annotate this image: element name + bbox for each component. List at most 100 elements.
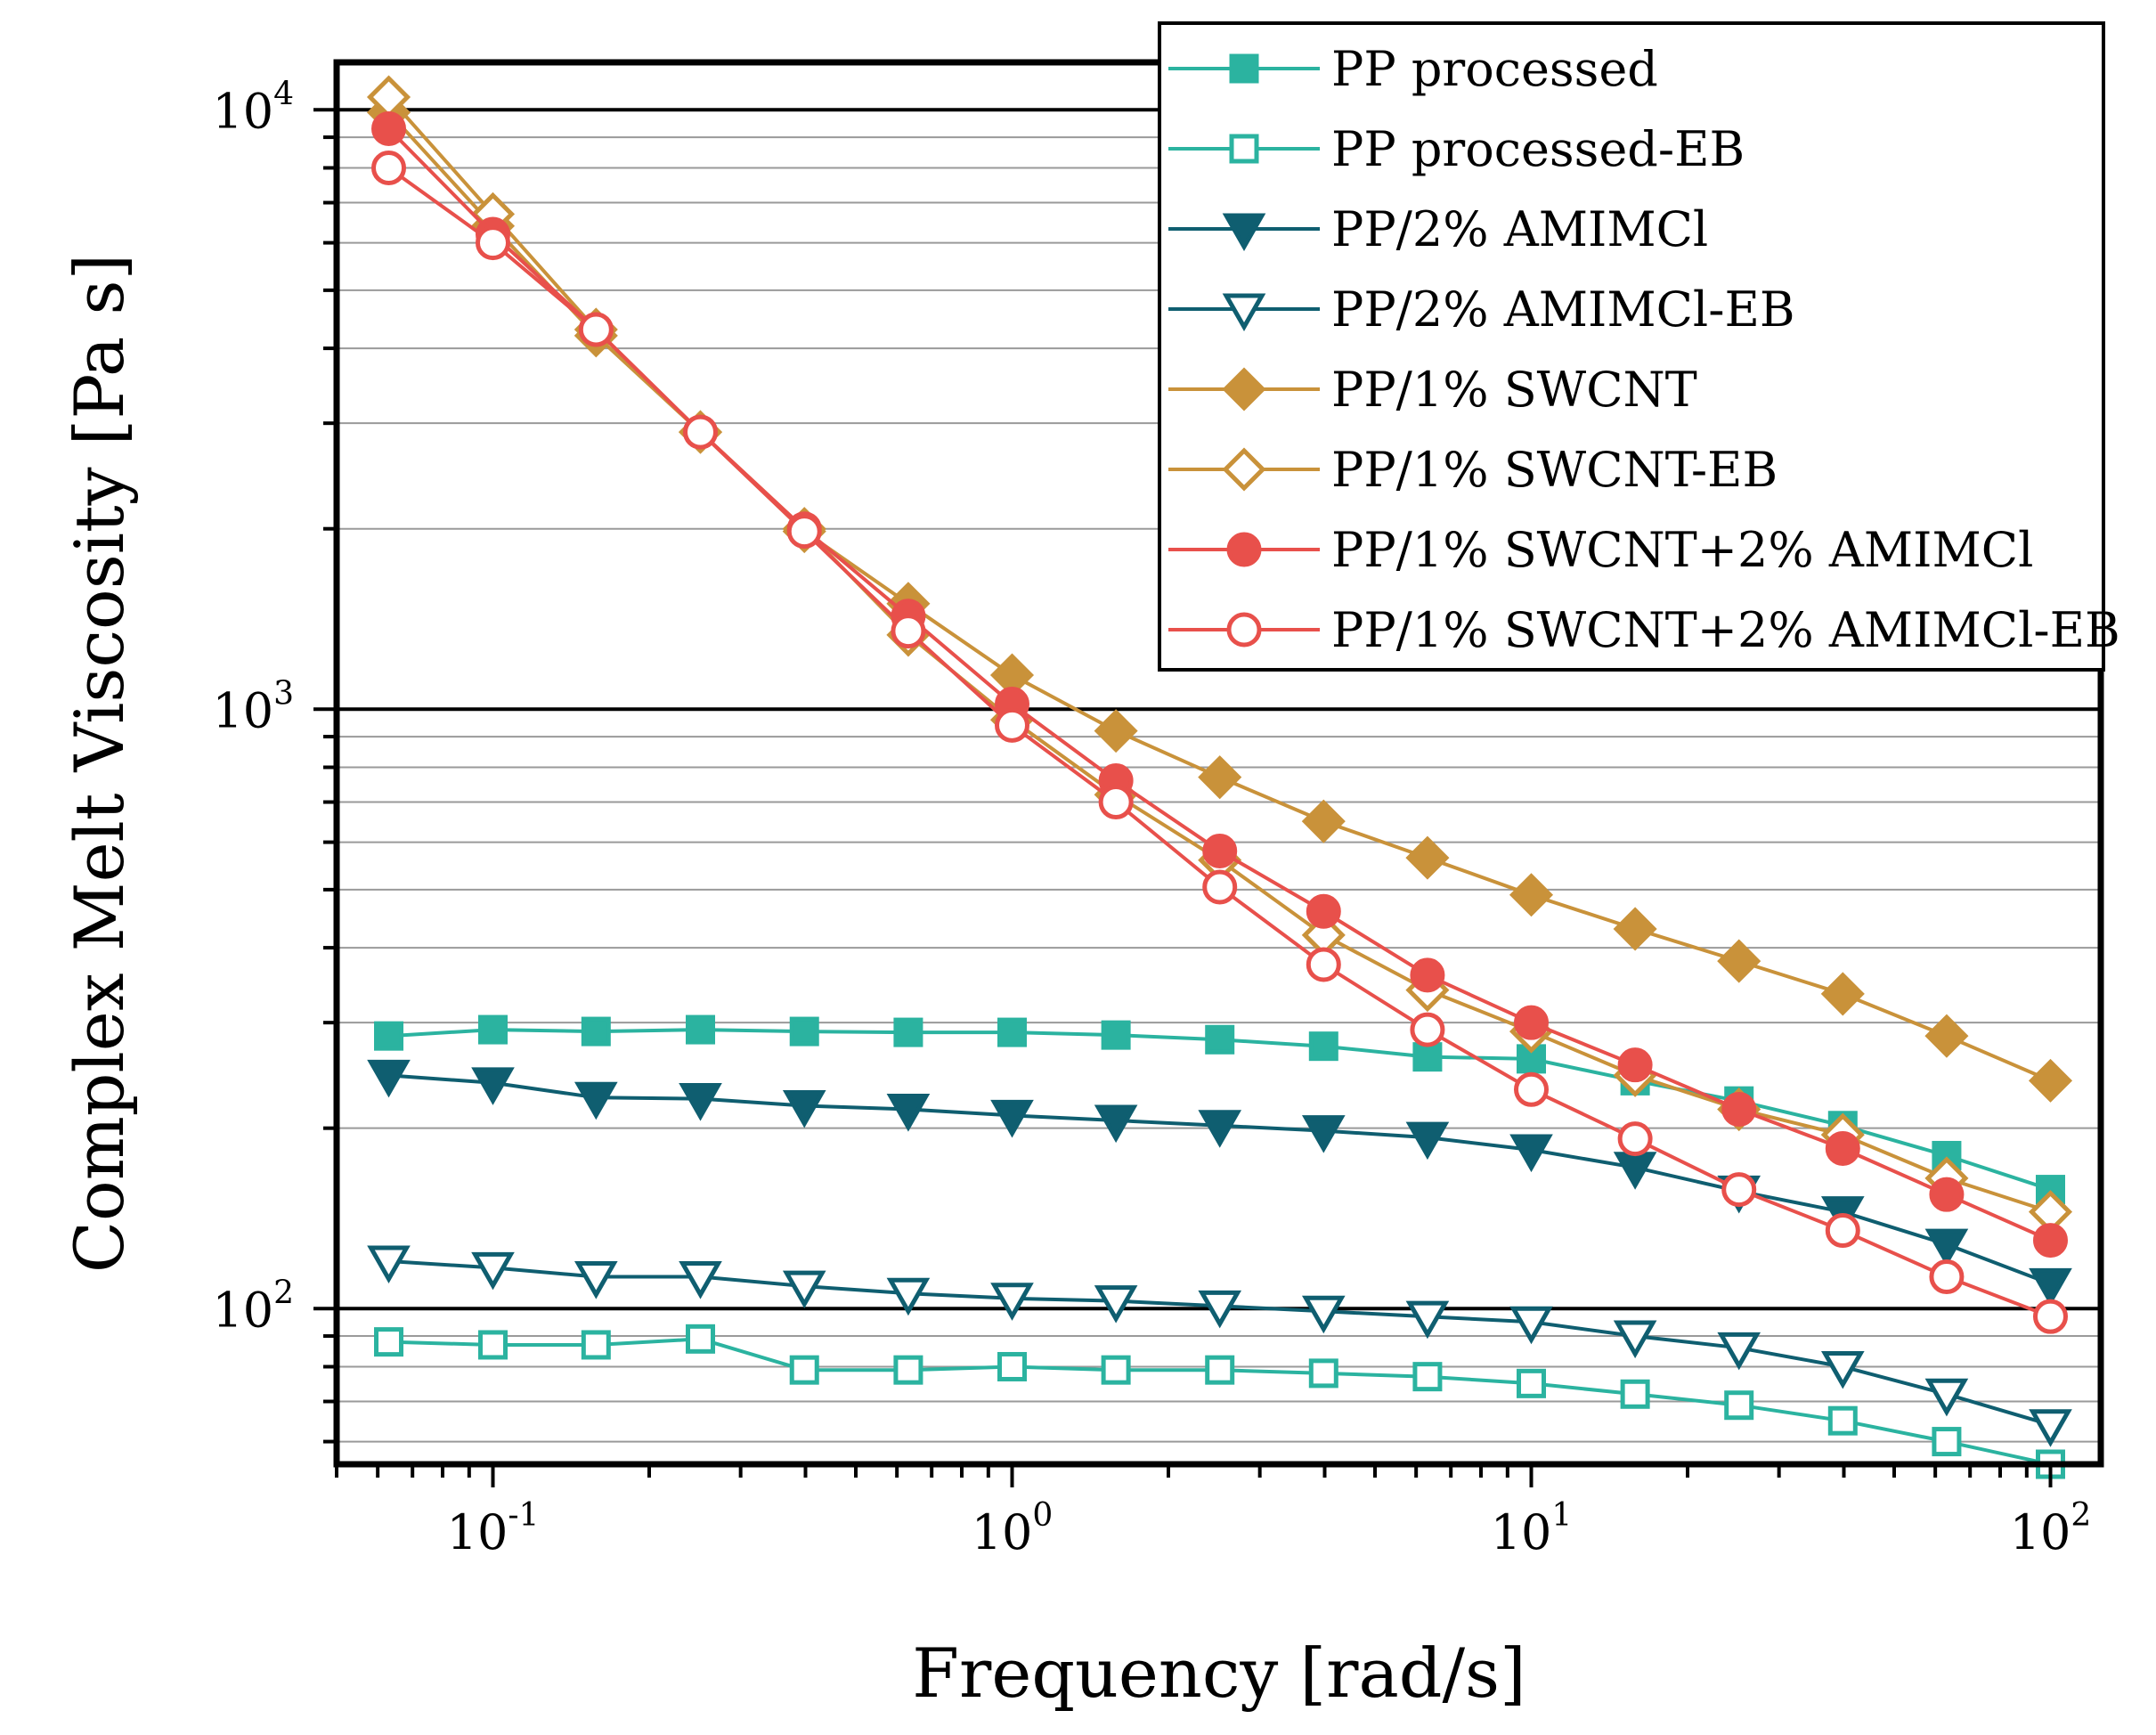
data-point — [1924, 1228, 1969, 1267]
legend-item: PP/1% SWCNT+2% AMIMCl — [1168, 522, 2033, 578]
tick-labels: 10-1 100 101 102 102 103 104 — [212, 76, 2091, 1560]
data-point — [1306, 947, 1341, 982]
data-point — [1205, 1355, 1235, 1385]
data-point — [1517, 1368, 1547, 1398]
legend-box — [1158, 21, 2105, 672]
data-point — [1924, 1014, 1969, 1058]
data-point — [374, 1327, 404, 1357]
legend-item: PP/2% AMIMCl — [1168, 201, 1708, 257]
data-point — [1717, 1332, 1761, 1371]
data-point — [1301, 799, 1346, 843]
legend-label: PP/2% AMIMCl — [1331, 201, 1708, 257]
data-point — [679, 1261, 722, 1299]
data-point — [1094, 1104, 1138, 1144]
data-point — [1405, 1121, 1450, 1161]
data-point — [782, 1089, 826, 1128]
data-point — [1098, 785, 1134, 820]
data-point — [2029, 1267, 2072, 1307]
data-point — [1613, 1320, 1657, 1359]
data-point — [367, 1059, 411, 1098]
legend-label: PP/1% SWCNT — [1331, 362, 1697, 418]
data-point — [1198, 1290, 1242, 1329]
data-point — [1301, 1115, 1346, 1153]
data-point — [789, 1355, 819, 1385]
data-point — [478, 1014, 508, 1045]
data-point — [371, 151, 407, 186]
data-point — [891, 614, 926, 649]
legend-item: PP/1% SWCNT-EB — [1168, 442, 1778, 498]
legend-marker — [1226, 612, 1262, 648]
data-point — [1205, 1024, 1235, 1055]
data-point — [1932, 1427, 1962, 1457]
data-point — [574, 1081, 618, 1120]
data-point — [578, 312, 614, 347]
y-tick-label: 104 — [212, 76, 294, 139]
data-point — [2029, 1409, 2072, 1447]
data-point — [2028, 1058, 2073, 1103]
data-point — [1929, 1259, 1965, 1295]
data-point — [686, 1324, 716, 1354]
data-point — [1410, 957, 1445, 993]
data-point — [1308, 1358, 1338, 1389]
data-point — [1412, 1362, 1443, 1392]
x-tick-label: 101 — [1491, 1497, 1573, 1560]
legend-label: PP processed — [1331, 41, 1658, 97]
data-point — [679, 1083, 722, 1121]
data-point — [1820, 1350, 1865, 1389]
legend-label: PP/1% SWCNT-EB — [1331, 442, 1778, 498]
legend-marker — [1229, 134, 1259, 164]
data-point — [1094, 709, 1138, 753]
data-point — [1724, 1390, 1754, 1421]
series-2 — [367, 1059, 2072, 1307]
data-point — [1721, 1172, 1757, 1208]
data-point — [471, 1251, 515, 1291]
data-point — [1721, 1092, 1757, 1128]
data-point — [1929, 1177, 1965, 1212]
legend: PP processed PP processed-EB PP/2% AMIMCl P… — [1158, 21, 2120, 672]
series-7 — [371, 151, 2069, 1334]
data-point — [471, 1067, 515, 1105]
legend-label: PP/2% AMIMCl-EB — [1331, 281, 1795, 338]
legend-item: PP/2% AMIMCl-EB — [1168, 281, 1795, 338]
data-point — [367, 1245, 411, 1284]
data-point — [1820, 972, 1865, 1016]
legend-item: PP processed-EB — [1168, 121, 1745, 177]
data-point — [990, 1099, 1034, 1138]
data-point — [1101, 1355, 1131, 1385]
legend-item: PP/1% SWCNT — [1168, 362, 1697, 418]
data-point — [1405, 835, 1450, 880]
data-point — [1301, 1295, 1346, 1334]
series-0 — [374, 1014, 2066, 1205]
data-point — [1308, 1031, 1338, 1062]
data-point — [574, 1261, 618, 1299]
data-point — [1827, 1405, 1858, 1436]
data-point — [374, 1021, 404, 1051]
data-point — [1514, 1071, 1550, 1107]
data-point — [1410, 1012, 1445, 1047]
data-point — [997, 1351, 1028, 1381]
data-point — [1514, 1005, 1550, 1040]
data-point — [886, 1277, 931, 1316]
series-1 — [374, 1324, 2066, 1479]
x-tick-label: 10-1 — [447, 1497, 540, 1560]
series-3 — [367, 1245, 2072, 1447]
x-tick-label: 100 — [972, 1497, 1054, 1560]
y-tick-label: 103 — [212, 675, 294, 738]
data-point — [1094, 1285, 1138, 1324]
data-point — [581, 1330, 611, 1360]
data-point — [1101, 1020, 1131, 1050]
data-point — [581, 1016, 611, 1047]
data-point — [1405, 1300, 1450, 1340]
legend-marker — [1222, 447, 1266, 492]
data-point — [371, 110, 407, 146]
legend-item: PP processed — [1168, 41, 1658, 97]
data-point — [893, 1355, 923, 1385]
legend-label: PP processed-EB — [1331, 121, 1745, 177]
data-point — [789, 1016, 819, 1047]
legend-marker — [1229, 53, 1259, 84]
data-point — [1924, 1378, 1969, 1417]
data-point — [1202, 869, 1238, 905]
x-axis-title: Frequency [rad/s] — [912, 1633, 1525, 1713]
data-point — [1617, 1121, 1653, 1157]
legend-label: PP/1% SWCNT+2% AMIMCl — [1331, 522, 2033, 578]
